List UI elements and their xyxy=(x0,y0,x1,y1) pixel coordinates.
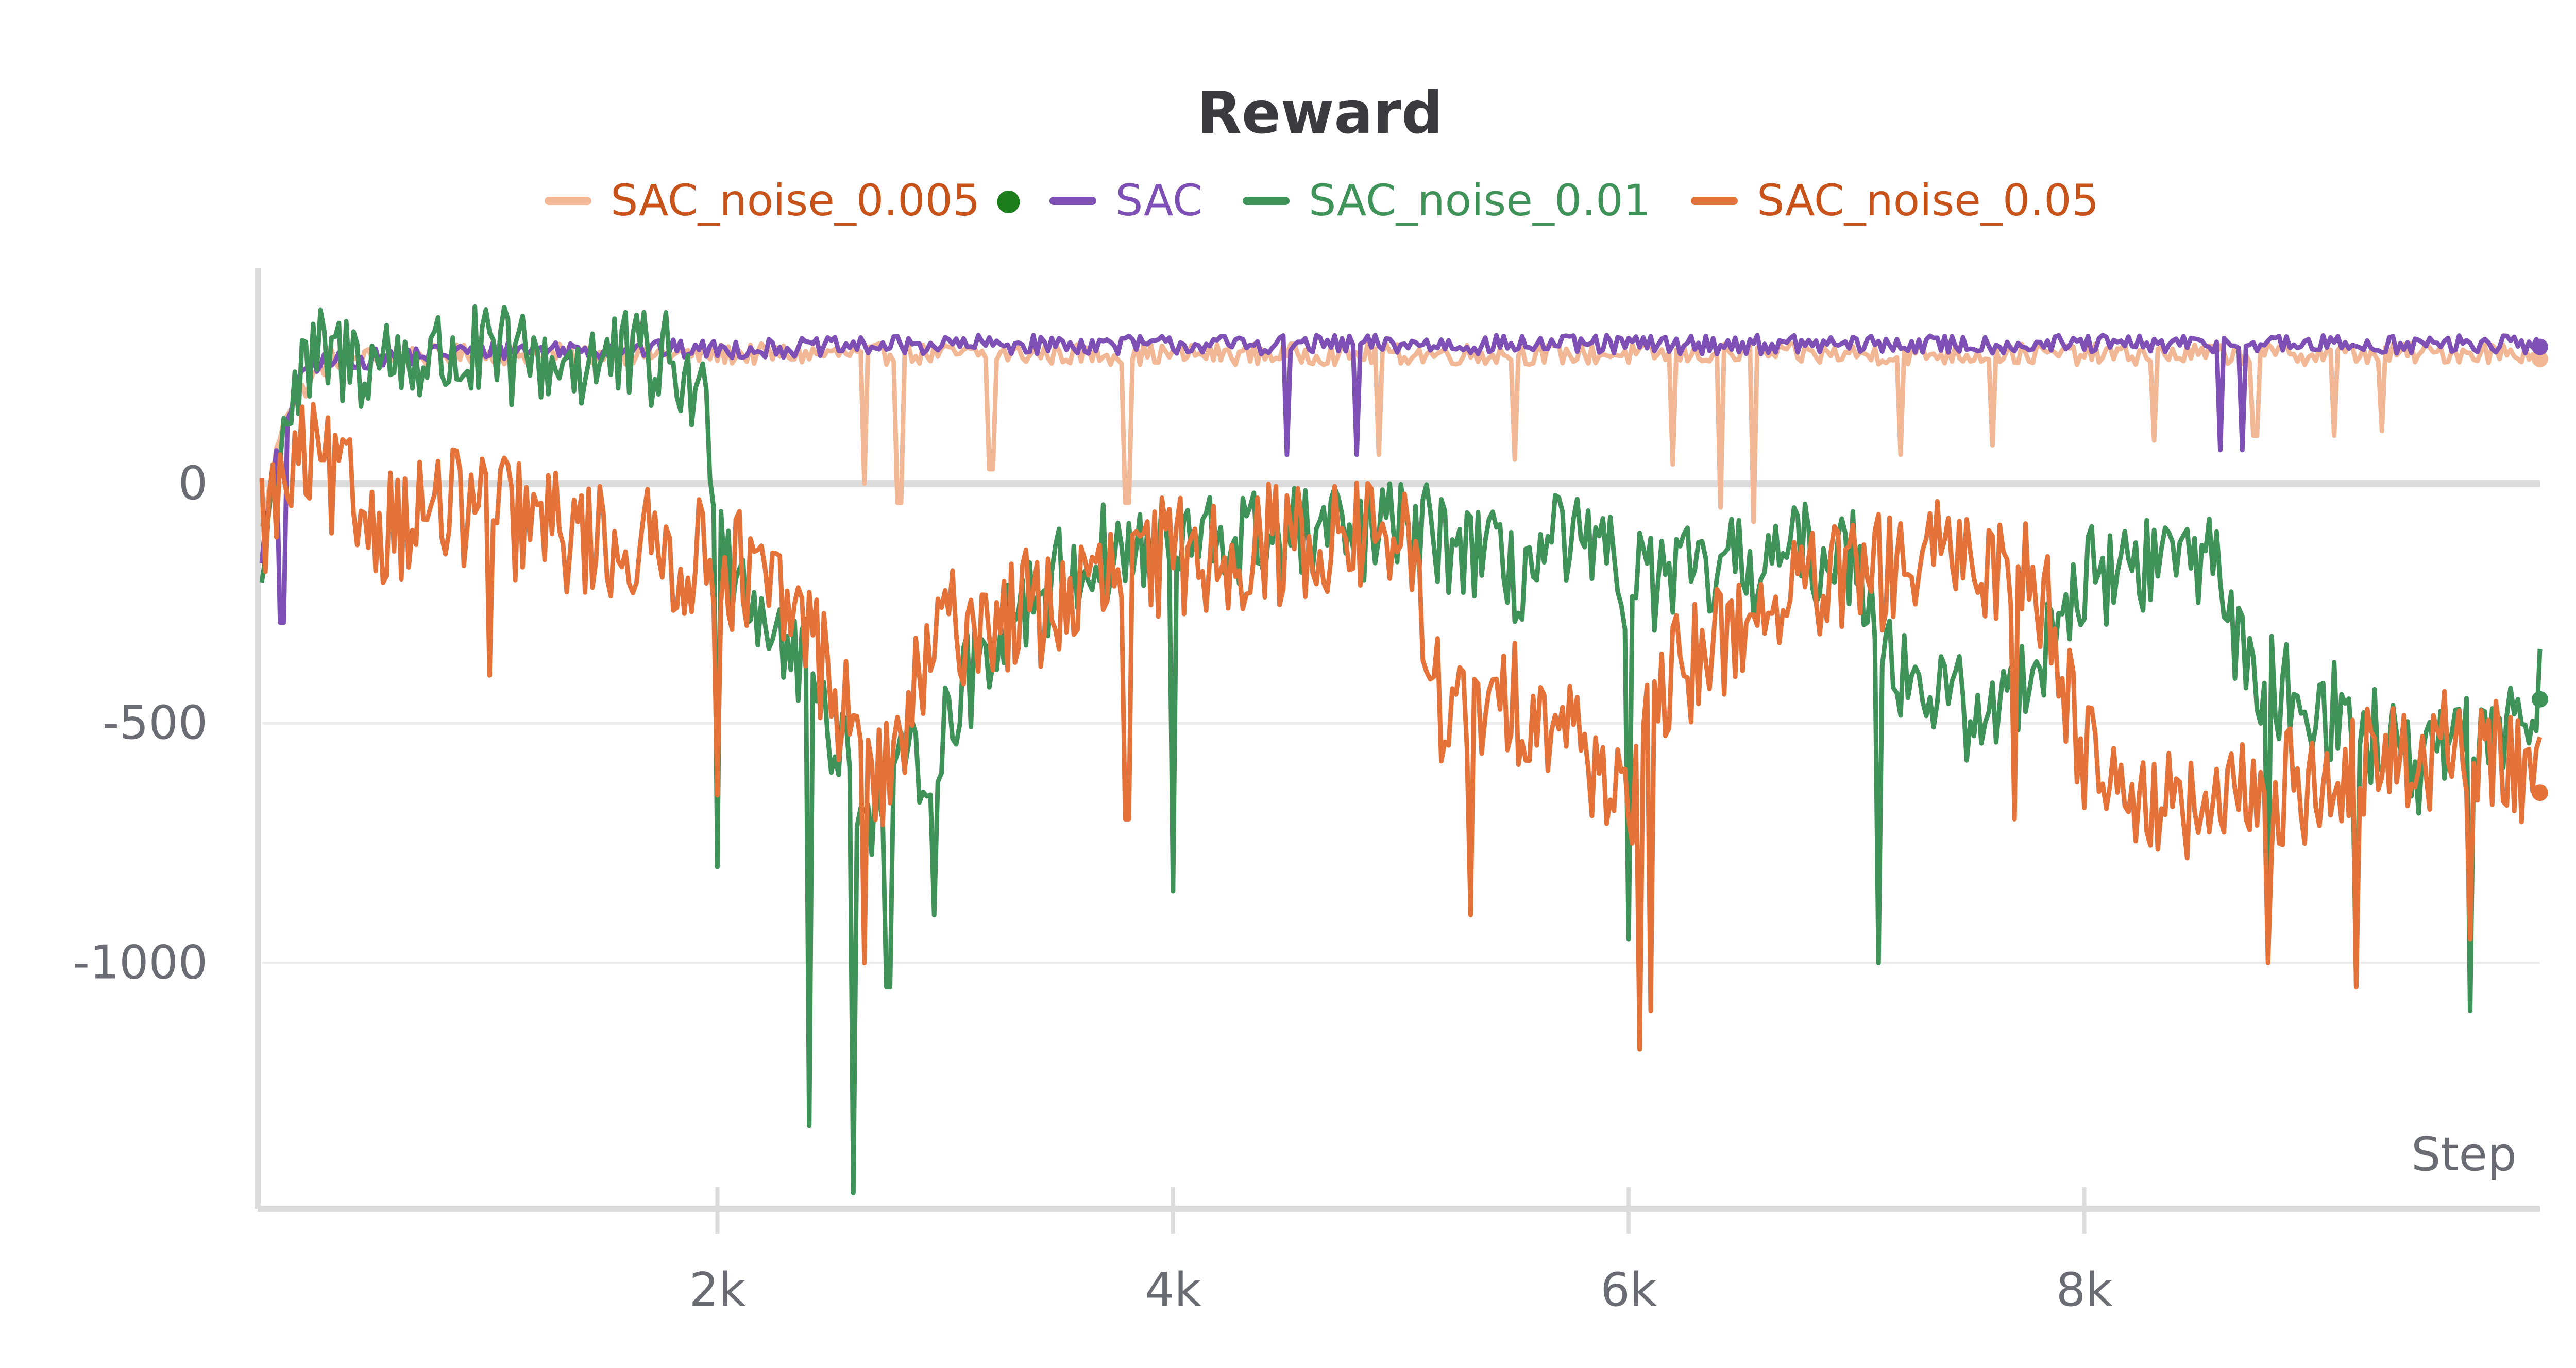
series-line-SAC xyxy=(259,333,2543,625)
legend-layer: SAC_noise_0.005 SAC SAC_noise_0.01 SAC_nois… xyxy=(545,175,2099,226)
axes-layer: 0 -500 -1000 2k 4k 6k 8k xyxy=(73,268,2540,1317)
legend-label-SAC_noise_0.05: SAC_noise_0.05 xyxy=(1757,175,2099,226)
series-endpoint-SAC_noise_0.01 xyxy=(2532,691,2548,708)
x-tick-label: 8k xyxy=(2056,1263,2112,1317)
y-tick-label: 0 xyxy=(178,456,208,510)
x-tick-label: 4k xyxy=(1145,1263,1201,1317)
chart-title: Reward xyxy=(1197,80,1443,147)
grid-layer xyxy=(262,480,2540,965)
series-line-SAC_noise_0.01 xyxy=(259,304,2543,1195)
series-endpoint-SAC_noise_0.05 xyxy=(2532,784,2548,801)
series-endpoint-SAC xyxy=(2532,338,2548,355)
x-tick-label: 2k xyxy=(689,1263,745,1317)
y-tick-label: -500 xyxy=(103,696,208,750)
series-layer xyxy=(259,304,2548,1195)
legend-marker-dot xyxy=(997,191,1020,213)
legend-label-SAC_noise_0.005: SAC_noise_0.005 xyxy=(611,175,980,226)
legend-label-SAC_noise_0.01: SAC_noise_0.01 xyxy=(1309,175,1651,226)
series-line-SAC_noise_0.05 xyxy=(259,402,2543,1052)
series-endpoint-SAC_noise_0.005 xyxy=(2532,350,2548,367)
x-tick-label: 6k xyxy=(1601,1263,1657,1317)
y-tick-label: -1000 xyxy=(73,936,208,990)
legend-label-SAC: SAC xyxy=(1115,175,1203,226)
x-axis-label: Step xyxy=(2411,1127,2517,1182)
